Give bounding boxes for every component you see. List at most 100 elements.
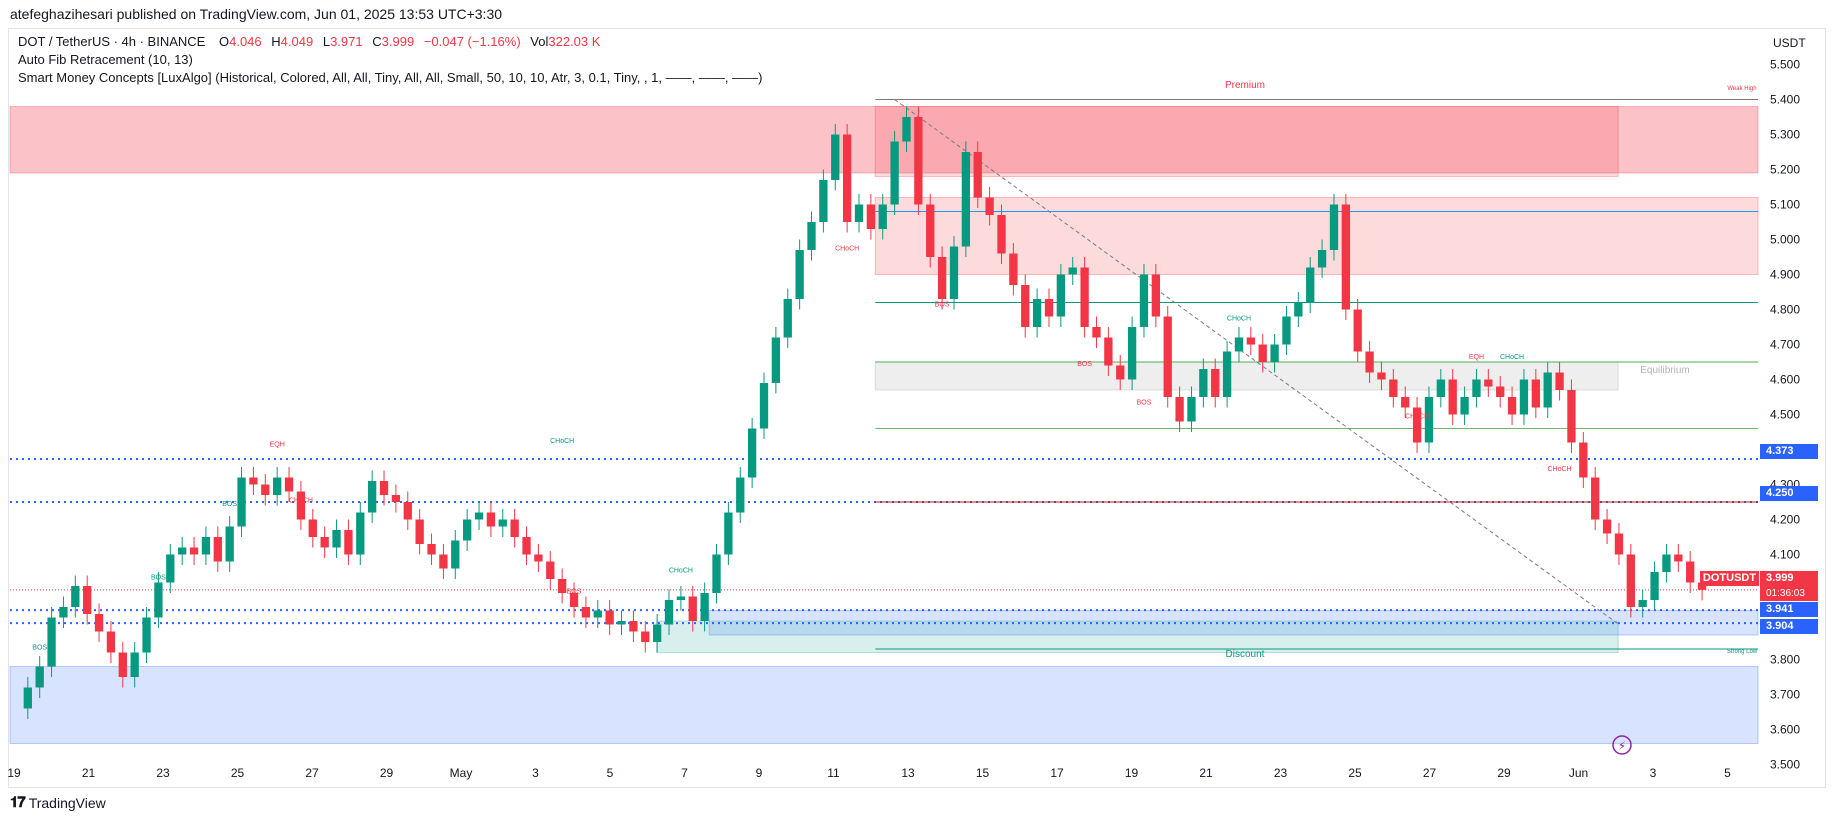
candle-body [641,631,650,642]
structure-label: BOS [32,645,47,652]
x-tick-label: 21 [82,766,96,780]
candle-body [1460,397,1469,415]
candle-body [1151,274,1161,317]
candle-body [807,222,816,250]
candle-body [308,519,317,537]
x-tick-label: 5 [1724,766,1731,780]
x-tick-label: 11 [827,766,840,780]
candle-body [1567,390,1576,443]
structure-label: BOS [1137,400,1152,407]
candle-body [1697,582,1707,590]
indicator-fib-legend[interactable]: Auto Fib Retracement (10, 13) [18,52,193,67]
structure-label: BOS [222,501,237,508]
candle-body [676,596,686,600]
candle-body [795,250,804,299]
candle-body [1329,204,1339,250]
candle-body [320,537,329,548]
candle-body [439,554,448,569]
candle-body [557,579,567,593]
tradingview-logo-text: TradingView [28,794,106,811]
change-value: −0.047 (−1.16%) [423,34,521,49]
supply-zone-left [9,106,1759,174]
candle-body [451,540,460,569]
candle-body [1032,299,1042,327]
candle-body [747,428,757,478]
candle-body [71,586,80,607]
candle-body [605,610,614,625]
candle-body [1187,397,1196,422]
candle-body [1258,344,1267,362]
strong-low-label: Strong Low [1727,649,1758,655]
x-tick-label: 3 [1650,766,1657,780]
candle-body [914,117,923,205]
candle-body [1496,386,1505,397]
equilibrium-zone [874,361,1619,391]
price-tag-3941: 3.941 [1760,602,1818,617]
candle-body [617,621,626,625]
candle-body [854,204,864,222]
candle-body [47,617,56,667]
y-tick-label: 3.800 [1770,653,1800,667]
candle-body [1306,267,1315,303]
symbol-price-tag: DOTUSDT [1700,571,1759,586]
candle-body [1519,379,1529,415]
price-tag-4373: 4.373 [1760,444,1818,459]
y-tick-label: 4.700 [1770,338,1800,352]
candle-body [1116,365,1125,380]
candle-body [985,197,994,215]
candle-body [1222,351,1232,397]
candle-body [1674,554,1683,562]
y-tick-label: 3.500 [1770,758,1800,772]
lightning-icon: ⚡ [1618,739,1626,753]
x-tick-label: 25 [1348,766,1362,780]
candle-body [1009,253,1018,285]
x-tick-label: 7 [681,766,688,780]
x-tick-label: Jun [1569,766,1588,780]
x-tick-label: 25 [231,766,245,780]
candle-body [415,519,424,544]
candle-body [652,624,662,642]
price-tag-3904: 3.904 [1760,619,1818,634]
candle-body [1686,561,1695,583]
candle-body [142,617,151,653]
y-tick-label: 5.300 [1770,128,1800,142]
chart-frame[interactable] [8,28,1826,788]
y-tick-label: 3.600 [1770,723,1800,737]
candle-body [237,477,246,527]
open-value: 4.046 [229,34,262,49]
candle-body [510,519,519,537]
candle-body [1270,344,1279,362]
candle-body [486,512,496,527]
candle-body [1365,351,1374,373]
x-tick-label: 29 [380,766,394,780]
x-tick-label: 5 [607,766,614,780]
candle-body [1092,327,1101,338]
candle-body [249,477,258,485]
candle-body [1389,379,1398,397]
candle-body [1211,369,1220,397]
x-tick-label: 21 [1199,766,1213,780]
low-value: 3.971 [330,34,363,49]
candle-body [546,561,555,579]
candle-body [1234,337,1244,352]
candle-body [1175,397,1184,422]
indicator-smc-legend[interactable]: Smart Money Concepts [LuxAlgo] (Historic… [18,70,763,85]
candle-body [379,481,389,495]
candle-body [1484,379,1493,387]
candle-body [225,526,234,562]
candle-body [106,631,116,653]
candle-body [1638,600,1647,607]
candle-body [1448,379,1457,415]
structure-label: EQH [1469,354,1484,361]
candle-body [332,530,341,548]
candle-body [783,299,792,338]
tradingview-logo[interactable]: 𝟏𝟕 TradingView [10,794,106,811]
fib-trend-line [894,99,1620,625]
candle-body [118,652,127,677]
candle-body [759,383,769,429]
symbol-name[interactable]: DOT / TetherUS · 4h · BINANCE [18,34,206,49]
candle-body [878,204,887,229]
currency-label[interactable]: USDT [1773,36,1806,50]
supply-zone-upper [874,197,1759,275]
